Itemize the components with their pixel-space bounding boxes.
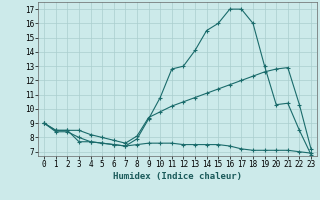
X-axis label: Humidex (Indice chaleur): Humidex (Indice chaleur) — [113, 172, 242, 181]
